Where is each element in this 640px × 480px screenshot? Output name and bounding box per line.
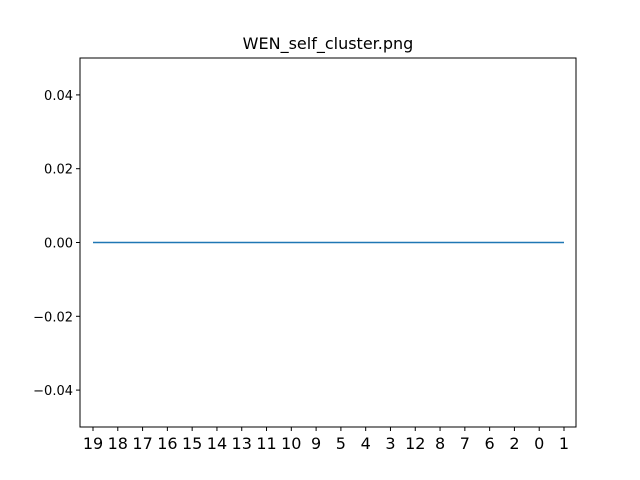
y-tick-label: −0.04 — [33, 384, 73, 399]
y-tick-label: 0.04 — [44, 89, 73, 104]
x-axis: 19 18 17 16 15 14 13 11 10 9 5 4 3 12 8 7 6 2 0 1 — [83, 427, 569, 453]
y-axis: 0.04 0.02 0.00 −0.02 −0.04 — [33, 89, 80, 399]
x-tick-label: 9 — [311, 434, 321, 453]
x-tick-label: 19 — [83, 434, 103, 453]
x-tick-label: 18 — [108, 434, 128, 453]
y-tick-label: 0.00 — [44, 237, 73, 252]
x-tick-label: 14 — [207, 434, 227, 453]
x-tick-label: 2 — [509, 434, 519, 453]
x-tick-label: 10 — [281, 434, 301, 453]
x-tick-label: 5 — [336, 434, 346, 453]
y-tick-label: 0.02 — [44, 163, 73, 178]
y-tick-label: −0.02 — [33, 310, 73, 325]
x-tick-label: 4 — [361, 434, 371, 453]
chart-title: WEN_self_cluster.png — [243, 34, 414, 54]
x-tick-label: 0 — [534, 434, 544, 453]
plot-frame — [79, 57, 577, 428]
x-tick-label: 8 — [435, 434, 445, 453]
x-tick-label: 13 — [232, 434, 252, 453]
x-tick-label: 7 — [460, 434, 470, 453]
x-tick-label: 16 — [157, 434, 177, 453]
x-tick-label: 15 — [182, 434, 202, 453]
x-tick-label: 6 — [485, 434, 495, 453]
x-tick-label: 12 — [405, 434, 425, 453]
x-tick-label: 1 — [559, 434, 569, 453]
x-tick-label: 17 — [132, 434, 152, 453]
x-tick-label: 3 — [385, 434, 395, 453]
x-tick-label: 11 — [256, 434, 276, 453]
